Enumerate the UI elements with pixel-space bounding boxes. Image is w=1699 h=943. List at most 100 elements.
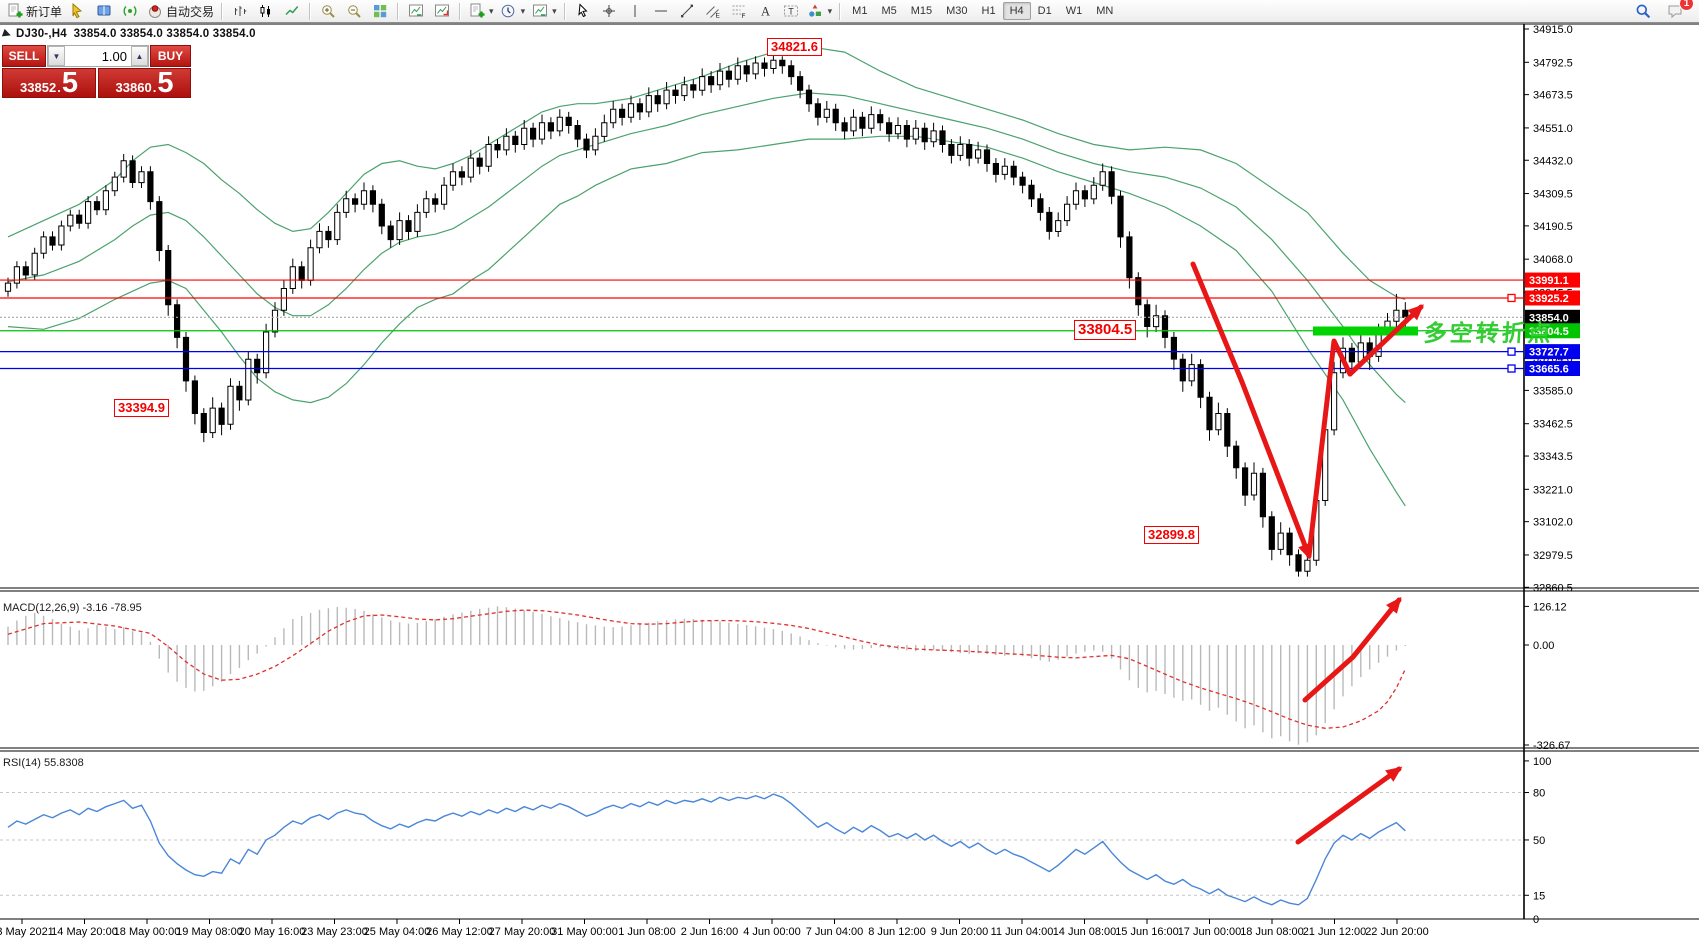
crosshair-tool-button[interactable] (596, 0, 622, 22)
new-order-button[interactable]: 新订单 (3, 0, 65, 22)
macd-scale-label: 0.00 (1533, 640, 1554, 652)
volume-down-button[interactable]: ▼ (48, 46, 65, 66)
trend-arrow-head[interactable] (1385, 766, 1403, 782)
text-tool-button[interactable]: A (752, 0, 778, 22)
pointer-tool-icon (70, 3, 87, 20)
new-chart-button[interactable]: ▾ (465, 0, 497, 22)
timeframe-d1-button[interactable]: D1 (1037, 5, 1052, 17)
auto-scroll-icon (408, 3, 425, 20)
chevron-down-icon: ▾ (489, 5, 494, 16)
rsi-label: RSI(14) 55.8308 (3, 757, 84, 769)
hline-tool-icon (652, 3, 669, 20)
trend-arrow[interactable] (1190, 261, 1312, 559)
timeframe-h1-button[interactable]: H1 (981, 5, 996, 17)
candlestick-mode-button[interactable] (253, 0, 279, 22)
notifications-button[interactable]: 1 (1662, 0, 1694, 22)
price-tick-label: 34673.5 (1533, 90, 1573, 102)
volume-up-button[interactable]: ▲ (131, 46, 148, 66)
hline-tool-button[interactable] (648, 0, 674, 22)
signals-button[interactable] (117, 0, 143, 22)
time-label: 8 Jun 12:00 (868, 926, 926, 938)
templates-button[interactable]: ▾ (528, 0, 560, 22)
arrows-tool-button[interactable]: ▾ (804, 0, 836, 22)
bar-chart-mode-icon (232, 3, 249, 20)
channel-tool-button[interactable]: E (700, 0, 726, 22)
time-label: 18 May 00:00 (114, 926, 181, 938)
hline-handle[interactable] (1507, 293, 1516, 303)
auto-scroll-button[interactable] (403, 0, 429, 22)
toolbar-separator (221, 2, 224, 20)
price-label-bg (1525, 309, 1580, 325)
sell-price-main: 33852 (20, 80, 57, 95)
price-tick-label: 34551.0 (1533, 123, 1573, 135)
trend-arrow[interactable] (1306, 338, 1353, 559)
chevron-down-icon: ▾ (827, 5, 833, 16)
timeframe-mn-button[interactable]: MN (1096, 5, 1114, 17)
chart-shift-icon (434, 3, 451, 20)
zoom-in-button[interactable] (315, 0, 341, 22)
bear-candles[interactable] (22, 59, 1409, 572)
rsi-line (7, 793, 1406, 906)
fibonacci-tool-button[interactable]: F (726, 0, 752, 22)
annotation-pivot-label[interactable]: 33804.5 (1074, 320, 1137, 340)
sell-price[interactable]: 33852. 5 (2, 68, 96, 98)
search-button[interactable] (1630, 0, 1656, 22)
hline-handle[interactable] (1507, 347, 1516, 356)
buy-price-dot: . (152, 80, 157, 95)
annotation-low1-label[interactable]: 33394.9 (114, 399, 169, 417)
price-label-33804.5: 33804.5 (1529, 326, 1569, 338)
candle-wicks[interactable] (7, 54, 1406, 577)
price-tick-label: 33462.5 (1533, 419, 1573, 431)
bull-candles[interactable] (4, 59, 1400, 572)
timeframe-w1-button[interactable]: W1 (1065, 5, 1083, 17)
cursor-tool-button[interactable] (570, 0, 596, 22)
fibonacci-tool-icon: F (730, 3, 747, 20)
trend-arrow[interactable] (1347, 304, 1424, 377)
trend-arrow-head[interactable] (1407, 304, 1424, 321)
time-label: 7 Jun 04:00 (806, 926, 864, 938)
toolbar-separator (563, 2, 566, 20)
sell-price-frac: 5 (61, 67, 78, 99)
sell-button[interactable]: SELL (2, 45, 46, 67)
periods-button[interactable]: ▾ (497, 0, 529, 22)
buy-price[interactable]: 33860. 5 (98, 68, 191, 98)
pointer-tool-button[interactable] (65, 0, 91, 22)
hline-handle[interactable] (1507, 364, 1516, 373)
auto-trading-icon (146, 3, 163, 20)
timeframe-h4-button[interactable]: H4 (1002, 2, 1031, 20)
notification-badge: 1 (1679, 0, 1694, 11)
time-label: 17 Jun 00:00 (1178, 926, 1242, 938)
turning-point-text[interactable]: 多空转折点 (1422, 320, 1555, 346)
timeframe-m1-button[interactable]: M1 (852, 5, 868, 17)
line-chart-mode-button[interactable] (279, 0, 305, 22)
timeframe-m30-button[interactable]: M30 (946, 5, 968, 17)
toolbar-separator (309, 2, 312, 20)
trend-arrow[interactable] (1302, 597, 1402, 703)
tile-windows-button[interactable] (367, 0, 393, 22)
volume-stepper: ▼ ▲ (47, 45, 149, 67)
buy-button[interactable]: BUY (150, 45, 191, 67)
templates-icon (531, 3, 548, 20)
time-label: 4 Jun 00:00 (743, 926, 801, 938)
tile-windows-icon (372, 3, 389, 20)
trend-arrow[interactable] (1295, 766, 1402, 845)
vline-tool-button[interactable] (622, 0, 648, 22)
arrows-tool-icon (807, 3, 824, 20)
trend-arrow-head[interactable] (1386, 596, 1402, 614)
timeframe-m15-button[interactable]: M15 (910, 5, 933, 17)
zoom-out-button[interactable] (341, 0, 367, 22)
timeframe-m5-button[interactable]: M5 (881, 5, 897, 17)
trendline-tool-button[interactable] (674, 0, 700, 22)
label-tool-button[interactable]: T (778, 0, 804, 22)
auto-trading-button[interactable]: 自动交易 (143, 0, 217, 22)
time-label: 23 May 23:00 (301, 926, 368, 938)
volume-input[interactable] (65, 46, 131, 66)
bar-chart-mode-button[interactable] (227, 0, 253, 22)
time-label: 26 May 12:00 (426, 926, 493, 938)
annotation-low2-label[interactable]: 32899.8 (1144, 526, 1199, 544)
chart-shift-button[interactable] (429, 0, 455, 22)
turning-point-highlight-bar[interactable] (1313, 326, 1418, 336)
market-watch-button[interactable] (91, 0, 117, 22)
annotation-high-label[interactable]: 34821.6 (767, 38, 822, 56)
